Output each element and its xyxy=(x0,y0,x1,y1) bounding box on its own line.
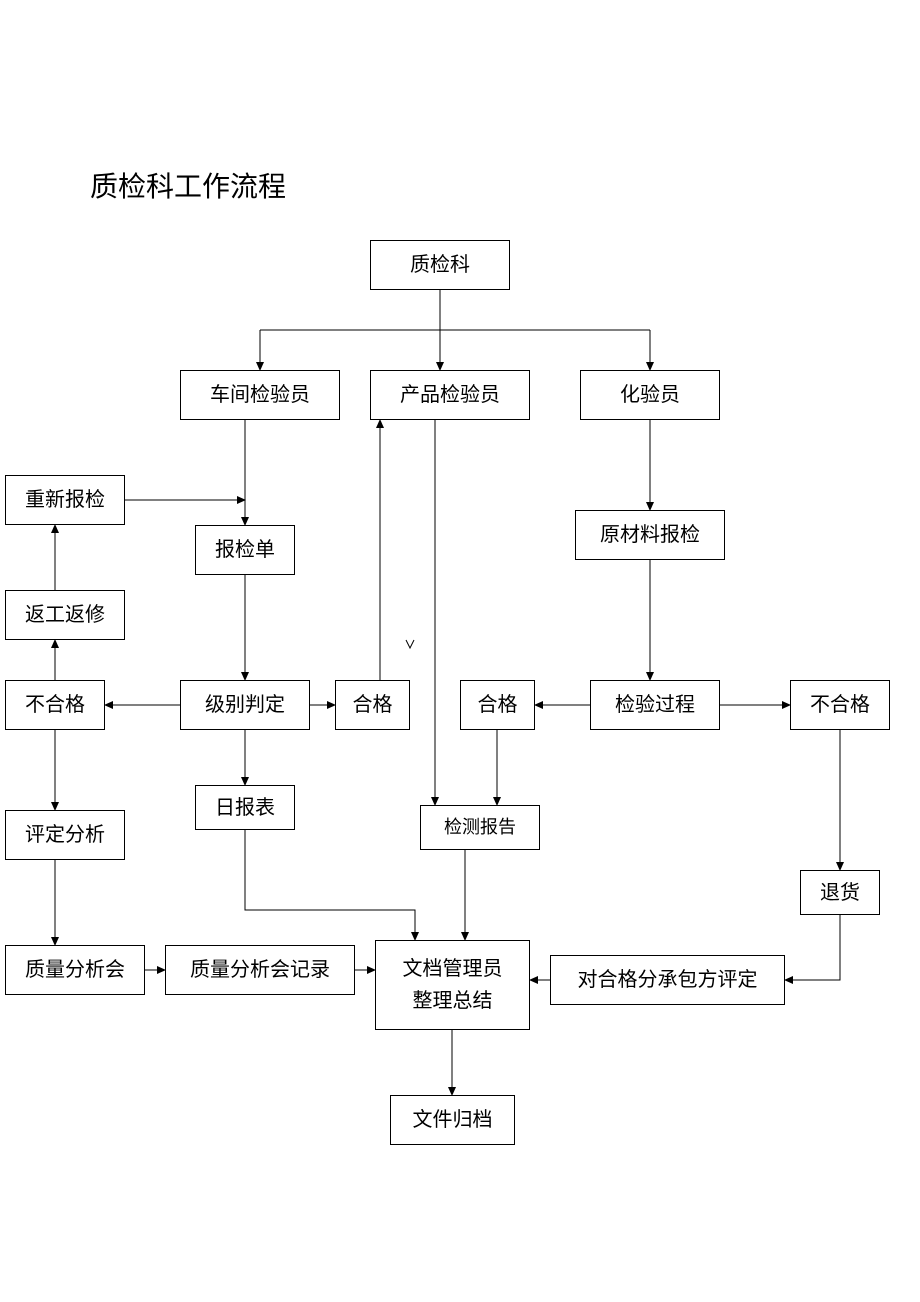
node-eval-analysis: 评定分析 xyxy=(5,810,125,860)
node-archive: 文件归档 xyxy=(390,1095,515,1145)
node-grade: 级别判定 xyxy=(180,680,310,730)
node-reinspect: 重新报检 xyxy=(5,475,125,525)
node-subcontractor-eval: 对合格分承包方评定 xyxy=(550,955,785,1005)
node-lab-inspector: 化验员 xyxy=(580,370,720,420)
node-doc-manager: 文档管理员 整理总结 xyxy=(375,940,530,1030)
node-rework: 返工返修 xyxy=(5,590,125,640)
node-quality-record: 质量分析会记录 xyxy=(165,945,355,995)
node-daily-report: 日报表 xyxy=(195,785,295,830)
node-inspect-form: 报检单 xyxy=(195,525,295,575)
node-root: 质检科 xyxy=(370,240,510,290)
node-quality-meeting: 质量分析会 xyxy=(5,945,145,995)
node-pass-right: 合格 xyxy=(460,680,535,730)
node-workshop-inspector: 车间检验员 xyxy=(180,370,340,420)
node-product-inspector: 产品检验员 xyxy=(370,370,530,420)
node-rawmaterial: 原材料报检 xyxy=(575,510,725,560)
node-return-goods: 退货 xyxy=(800,870,880,915)
node-fail-right: 不合格 xyxy=(790,680,890,730)
node-fail-left: 不合格 xyxy=(5,680,105,730)
flowchart-canvas: 质检科工作流程 xyxy=(0,0,920,1302)
diagram-title: 质检科工作流程 xyxy=(90,165,286,205)
node-test-report: 检测报告 xyxy=(420,805,540,850)
node-pass-left: 合格 xyxy=(335,680,410,730)
node-inspect-process: 检验过程 xyxy=(590,680,720,730)
